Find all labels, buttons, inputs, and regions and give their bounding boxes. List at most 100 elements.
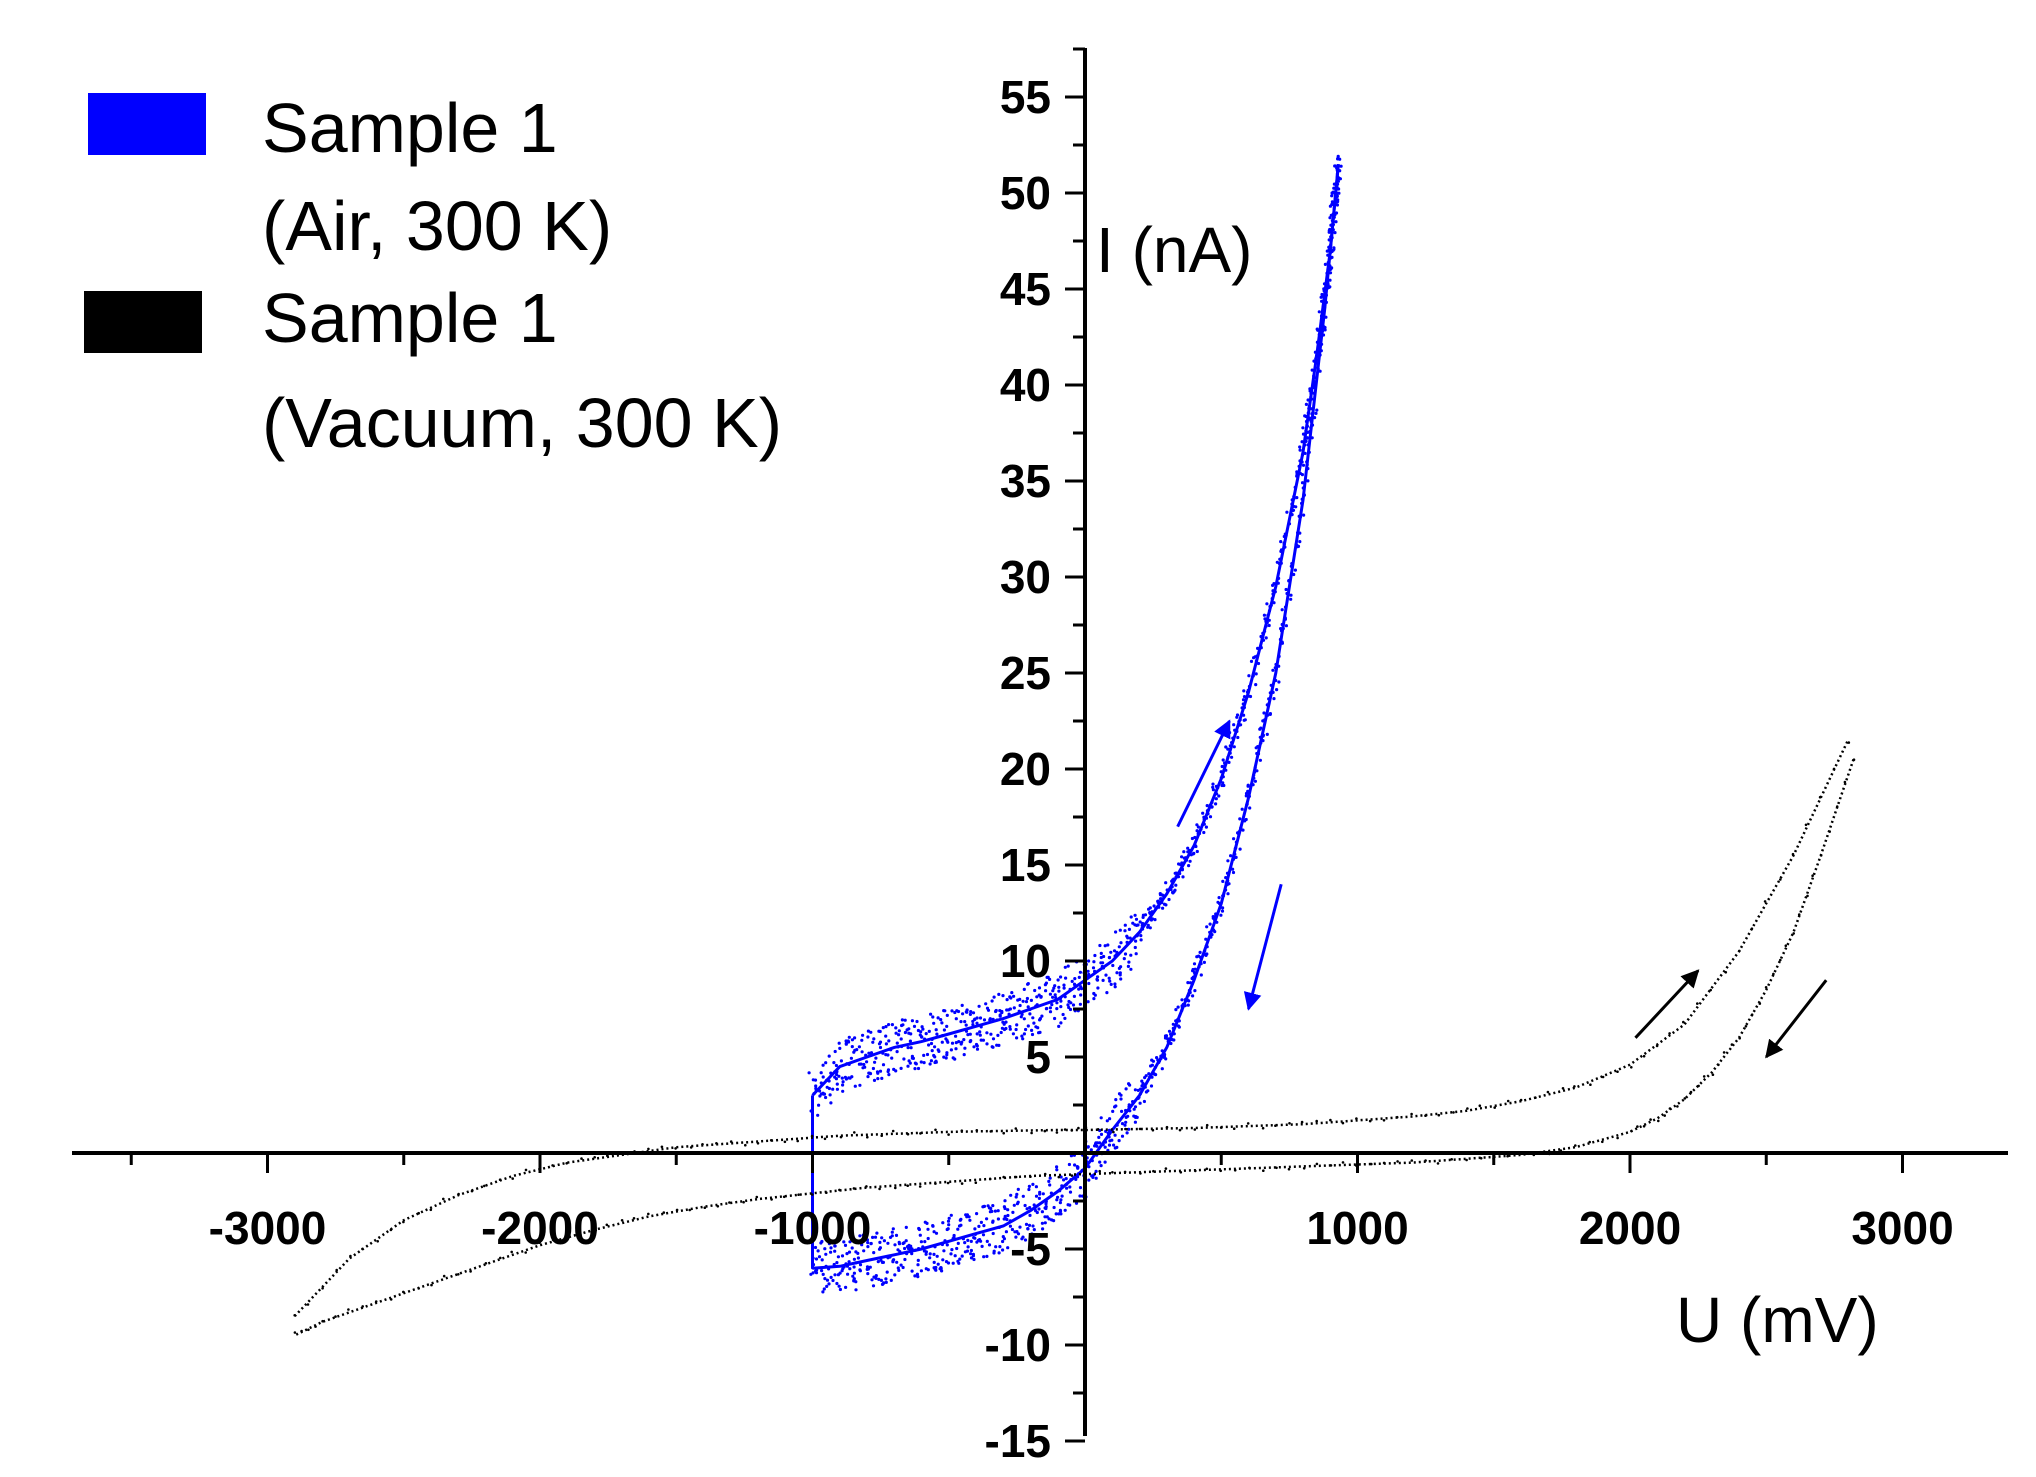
data-point: [934, 1231, 939, 1235]
data-point: [809, 1272, 813, 1276]
data-point: [1293, 568, 1297, 572]
data-point: [769, 1139, 773, 1142]
data-point: [1113, 1146, 1117, 1150]
data-point: [701, 1143, 704, 1146]
y-tick-label: 55: [1000, 71, 1051, 123]
data-point: [961, 1237, 966, 1241]
data-point: [1750, 1013, 1754, 1016]
data-point: [1169, 887, 1173, 892]
data-point: [910, 1019, 915, 1023]
data-point: [1188, 990, 1192, 995]
data-point: [845, 1264, 850, 1268]
data-point: [922, 1249, 927, 1253]
data-point: [880, 1134, 883, 1137]
data-point: [1058, 1208, 1062, 1212]
data-point: [869, 1242, 873, 1246]
data-point: [878, 1187, 881, 1191]
data-point: [886, 1069, 890, 1074]
data-point: [1128, 1109, 1132, 1113]
data-point: [1424, 1114, 1427, 1117]
data-point: [1192, 851, 1196, 856]
data-point: [1205, 804, 1209, 808]
data-point: [969, 1239, 973, 1243]
data-point: [1052, 1205, 1056, 1210]
data-point: [1108, 979, 1112, 983]
x-tick-label: -2000: [481, 1202, 599, 1254]
data-point: [1202, 960, 1206, 965]
data-point: [1245, 803, 1249, 807]
data-point: [1300, 453, 1305, 457]
data-point: [1059, 1198, 1063, 1202]
data-point: [1280, 622, 1284, 627]
data-point: [1818, 795, 1822, 799]
data-point: [879, 1258, 883, 1262]
data-point: [831, 1087, 835, 1091]
data-point: [470, 1189, 474, 1193]
data-point: [823, 1247, 827, 1251]
data-point: [1300, 440, 1304, 444]
data-point: [1221, 781, 1225, 785]
data-point: [742, 1200, 745, 1204]
data-point: [1185, 998, 1189, 1002]
data-point: [1139, 1172, 1142, 1175]
data-point: [1282, 542, 1286, 546]
data-point: [891, 1129, 895, 1133]
data-point: [968, 1012, 973, 1017]
data-point: [429, 1208, 433, 1212]
data-point: [1188, 859, 1192, 863]
data-point: [1138, 920, 1142, 924]
data-point: [1246, 791, 1251, 795]
data-point: [1370, 1162, 1373, 1166]
data-point: [1146, 925, 1150, 929]
legend-label-air-line1: Sample 1: [262, 89, 558, 167]
data-point: [1295, 470, 1299, 474]
data-point: [1187, 993, 1191, 997]
data-point: [1123, 1170, 1127, 1174]
data-point: [971, 1011, 976, 1015]
data-point: [1287, 522, 1292, 526]
data-point: [1094, 1169, 1098, 1173]
data-point: [1292, 495, 1296, 499]
data-point: [1031, 1182, 1035, 1186]
data-point: [1024, 1222, 1029, 1226]
data-point: [1068, 987, 1072, 992]
data-point: [1125, 1131, 1129, 1135]
data-point: [1281, 626, 1285, 631]
data-point: [1114, 1098, 1118, 1102]
data-point: [1228, 731, 1232, 735]
data-point: [593, 1156, 596, 1159]
data-point: [850, 1075, 854, 1079]
data-point: [1285, 510, 1289, 514]
data-point: [1254, 672, 1258, 676]
data-point: [989, 1032, 993, 1036]
data-point: [1021, 1194, 1025, 1198]
data-point: [1190, 976, 1194, 981]
data-point: [1155, 1056, 1159, 1060]
data-point: [929, 1041, 934, 1046]
data-point: [1148, 1075, 1152, 1079]
data-point: [1649, 1118, 1652, 1121]
data-point: [821, 1075, 825, 1079]
data-point: [1117, 1092, 1122, 1096]
data-point: [1247, 794, 1251, 798]
data-point: [905, 1252, 909, 1256]
data-point: [866, 1075, 870, 1079]
data-point: [1180, 863, 1184, 867]
data-point: [1067, 999, 1071, 1004]
data-point: [1080, 987, 1084, 991]
data-point: [919, 1240, 924, 1244]
data-point: [1232, 745, 1236, 749]
data-point: [823, 1137, 827, 1141]
data-point: [1066, 1003, 1070, 1007]
data-point: [1195, 849, 1199, 854]
data-point: [827, 1282, 831, 1286]
data-point: [865, 1185, 868, 1188]
data-point: [923, 1246, 928, 1250]
data-point: [975, 1047, 980, 1051]
data-point: [1008, 995, 1012, 999]
data-point: [878, 1045, 883, 1050]
data-point: [1465, 1158, 1468, 1162]
blue-arrow-down: [1243, 883, 1283, 1011]
data-point: [930, 1049, 934, 1053]
